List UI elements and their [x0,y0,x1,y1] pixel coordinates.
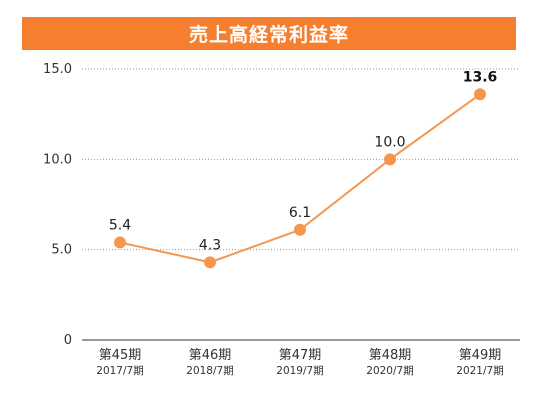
data-point [114,236,126,249]
data-point [204,256,216,269]
data-label: 5.4 [109,217,131,233]
y-axis-labels: 0 5.0 10.0 15.0 [43,62,72,348]
x-category-sublabel: 2021/7期 [456,365,503,377]
y-tick-label: 15.0 [43,62,72,77]
data-label: 13.6 [463,69,498,85]
x-axis-labels: 第45期 2017/7期 第46期 2018/7期 第47期 2019/7期 第48期 202… [96,348,503,377]
x-category-label: 第47期 [279,348,322,363]
y-tick-label: 5.0 [51,243,72,258]
series-path [119,93,481,264]
x-category-label: 第45期 [99,348,142,363]
data-label: 6.1 [289,205,311,221]
data-point [294,223,306,236]
x-category-sublabel: 2020/7期 [366,365,413,377]
data-point [384,153,396,166]
data-point [474,88,486,101]
y-tick-label: 10.0 [43,152,72,167]
data-labels: 5.4 4.3 6.1 10.0 13.6 [109,69,497,253]
x-category-label: 第48期 [369,348,412,363]
x-category-sublabel: 2018/7期 [186,365,233,377]
x-category-sublabel: 2019/7期 [276,365,323,377]
x-category-label: 第46期 [189,348,232,363]
x-category-sublabel: 2017/7期 [96,365,143,377]
series-line [114,88,486,269]
data-label: 4.3 [199,237,221,253]
y-tick-label: 0 [64,333,72,348]
chart-title: 売上高経常利益率 [22,17,516,50]
data-label: 10.0 [374,134,405,150]
x-category-label: 第49期 [459,348,502,363]
